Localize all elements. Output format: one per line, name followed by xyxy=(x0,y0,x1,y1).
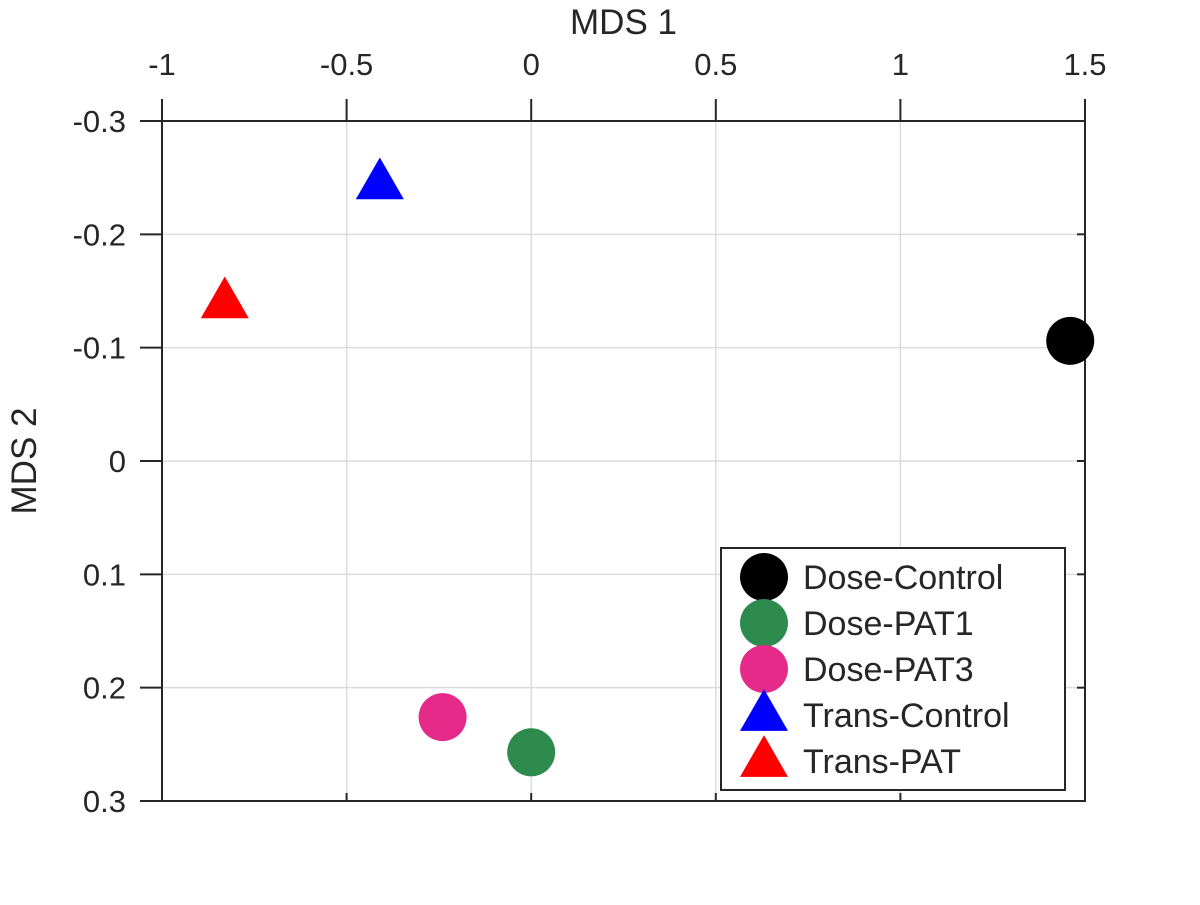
legend-marker xyxy=(740,645,788,693)
y-axis-title: MDS 2 xyxy=(5,408,44,515)
legend-item: Trans-PAT xyxy=(740,735,961,781)
x-tick-label: 1 xyxy=(892,47,909,82)
legend: Dose-Control Dose-PAT1 Dose-PAT3 Trans-Cont… xyxy=(720,547,1066,791)
legend-label: Trans-Control xyxy=(803,697,1010,735)
data-point xyxy=(355,157,404,200)
legend-item: Trans-Control xyxy=(740,689,1010,735)
x-tick-label: 1.5 xyxy=(1063,47,1106,82)
legend-marker xyxy=(740,735,788,777)
legend-items: Dose-Control Dose-PAT1 Dose-PAT3 Trans-Cont… xyxy=(740,553,1010,781)
data-point xyxy=(507,728,556,777)
y-tick-label: 0.1 xyxy=(83,557,126,592)
y-tick-label: -0.1 xyxy=(73,331,126,366)
x-tick-label: -1 xyxy=(148,47,176,82)
y-tick-label: -0.3 xyxy=(73,104,126,139)
legend-marker xyxy=(740,689,788,731)
legend-marker xyxy=(740,553,788,601)
legend-item: Dose-Control xyxy=(740,553,1003,601)
y-tick-label: 0.3 xyxy=(83,784,126,819)
y-tick-label: 0 xyxy=(109,444,126,479)
legend-label: Dose-PAT1 xyxy=(803,605,974,643)
legend-label: Dose-PAT3 xyxy=(803,651,974,689)
x-tick-label: -0.5 xyxy=(320,47,373,82)
y-tick-label: 0.2 xyxy=(83,671,126,706)
legend-label: Trans-PAT xyxy=(803,743,961,781)
x-axis-title: MDS 1 xyxy=(570,3,677,42)
x-tick-label: 0.5 xyxy=(694,47,737,82)
data-point xyxy=(418,693,467,742)
legend-label: Dose-Control xyxy=(803,559,1003,597)
legend-marker xyxy=(740,599,788,647)
y-tick-label: -0.2 xyxy=(73,217,126,252)
legend-item: Dose-PAT3 xyxy=(740,645,974,693)
data-point xyxy=(1046,316,1095,365)
points-layer xyxy=(200,157,1095,777)
legend-item: Dose-PAT1 xyxy=(740,599,974,647)
data-point xyxy=(200,276,249,319)
x-tick-label: 0 xyxy=(523,47,540,82)
ticks-layer: -1 -0.5 0 0.5 1 1.5 -0.3 -0.2 -0.1 0 0.1 0.2 0.3 xyxy=(73,47,1107,819)
